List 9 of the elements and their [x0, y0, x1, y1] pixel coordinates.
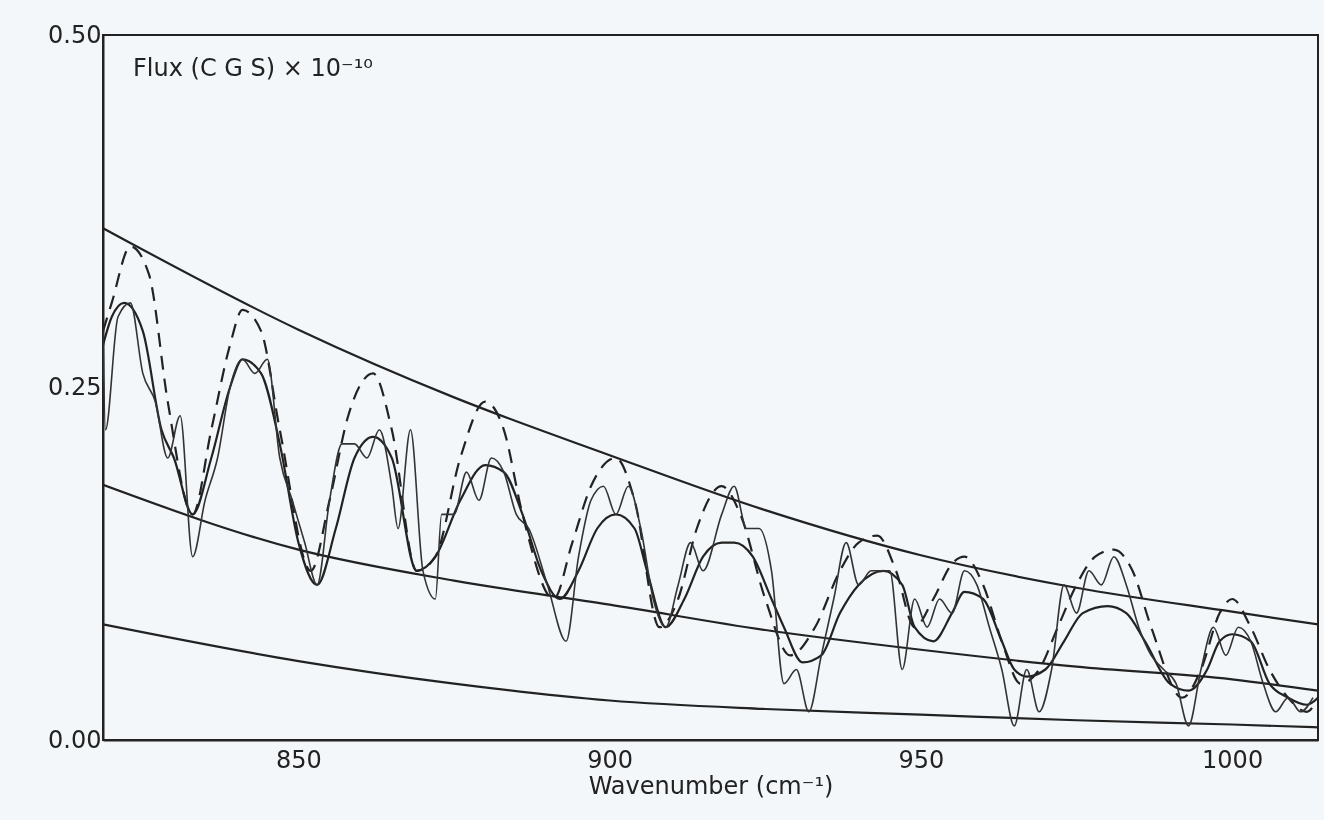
x-tick-label: 900	[587, 745, 634, 774]
x-tick-label: 950	[898, 745, 945, 774]
y-tick-label: 0.50	[48, 20, 102, 49]
x-axis-title: Wavenumber (cm⁻¹)	[588, 771, 834, 800]
y-tick-label: 0.25	[48, 373, 102, 401]
y-tick-label: 0.00	[48, 725, 102, 754]
x-tick-label: 1000	[1202, 745, 1264, 774]
y-axis-title: Flux (C G S) × 10⁻¹⁰	[133, 54, 373, 82]
x-tick-label: 850	[276, 745, 322, 774]
